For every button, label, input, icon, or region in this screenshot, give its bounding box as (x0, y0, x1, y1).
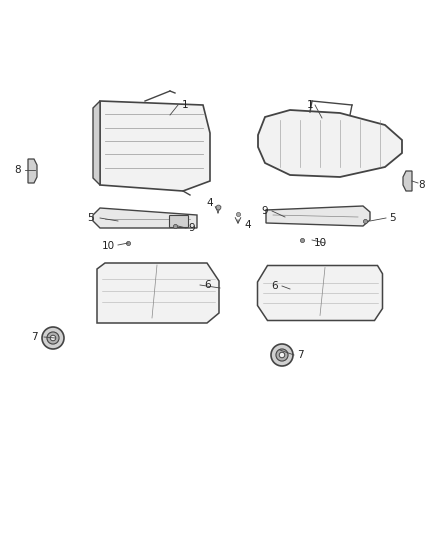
FancyBboxPatch shape (170, 215, 188, 228)
Polygon shape (97, 263, 219, 323)
Text: 1: 1 (182, 100, 188, 110)
Polygon shape (100, 101, 210, 191)
Ellipse shape (279, 352, 285, 358)
Ellipse shape (42, 327, 64, 349)
Text: 7: 7 (297, 350, 303, 360)
Polygon shape (93, 101, 100, 185)
Polygon shape (258, 265, 382, 320)
Text: 5: 5 (87, 213, 93, 223)
Text: 6: 6 (205, 280, 211, 290)
Text: 5: 5 (390, 213, 396, 223)
Text: 4: 4 (207, 198, 213, 208)
Text: 8: 8 (419, 180, 425, 190)
Ellipse shape (271, 344, 293, 366)
Polygon shape (93, 208, 197, 228)
Polygon shape (258, 110, 402, 177)
Text: 9: 9 (189, 223, 195, 233)
Text: 1: 1 (307, 100, 313, 110)
Text: 10: 10 (314, 238, 327, 248)
Text: 4: 4 (245, 220, 251, 230)
Polygon shape (266, 206, 370, 226)
Text: 6: 6 (272, 281, 278, 291)
Text: 9: 9 (261, 206, 268, 216)
Ellipse shape (276, 349, 288, 361)
Polygon shape (28, 159, 37, 183)
Polygon shape (403, 171, 412, 191)
Ellipse shape (50, 335, 56, 341)
Text: 7: 7 (31, 332, 37, 342)
Text: 10: 10 (102, 241, 115, 251)
Text: 8: 8 (15, 165, 21, 175)
Ellipse shape (47, 332, 59, 344)
